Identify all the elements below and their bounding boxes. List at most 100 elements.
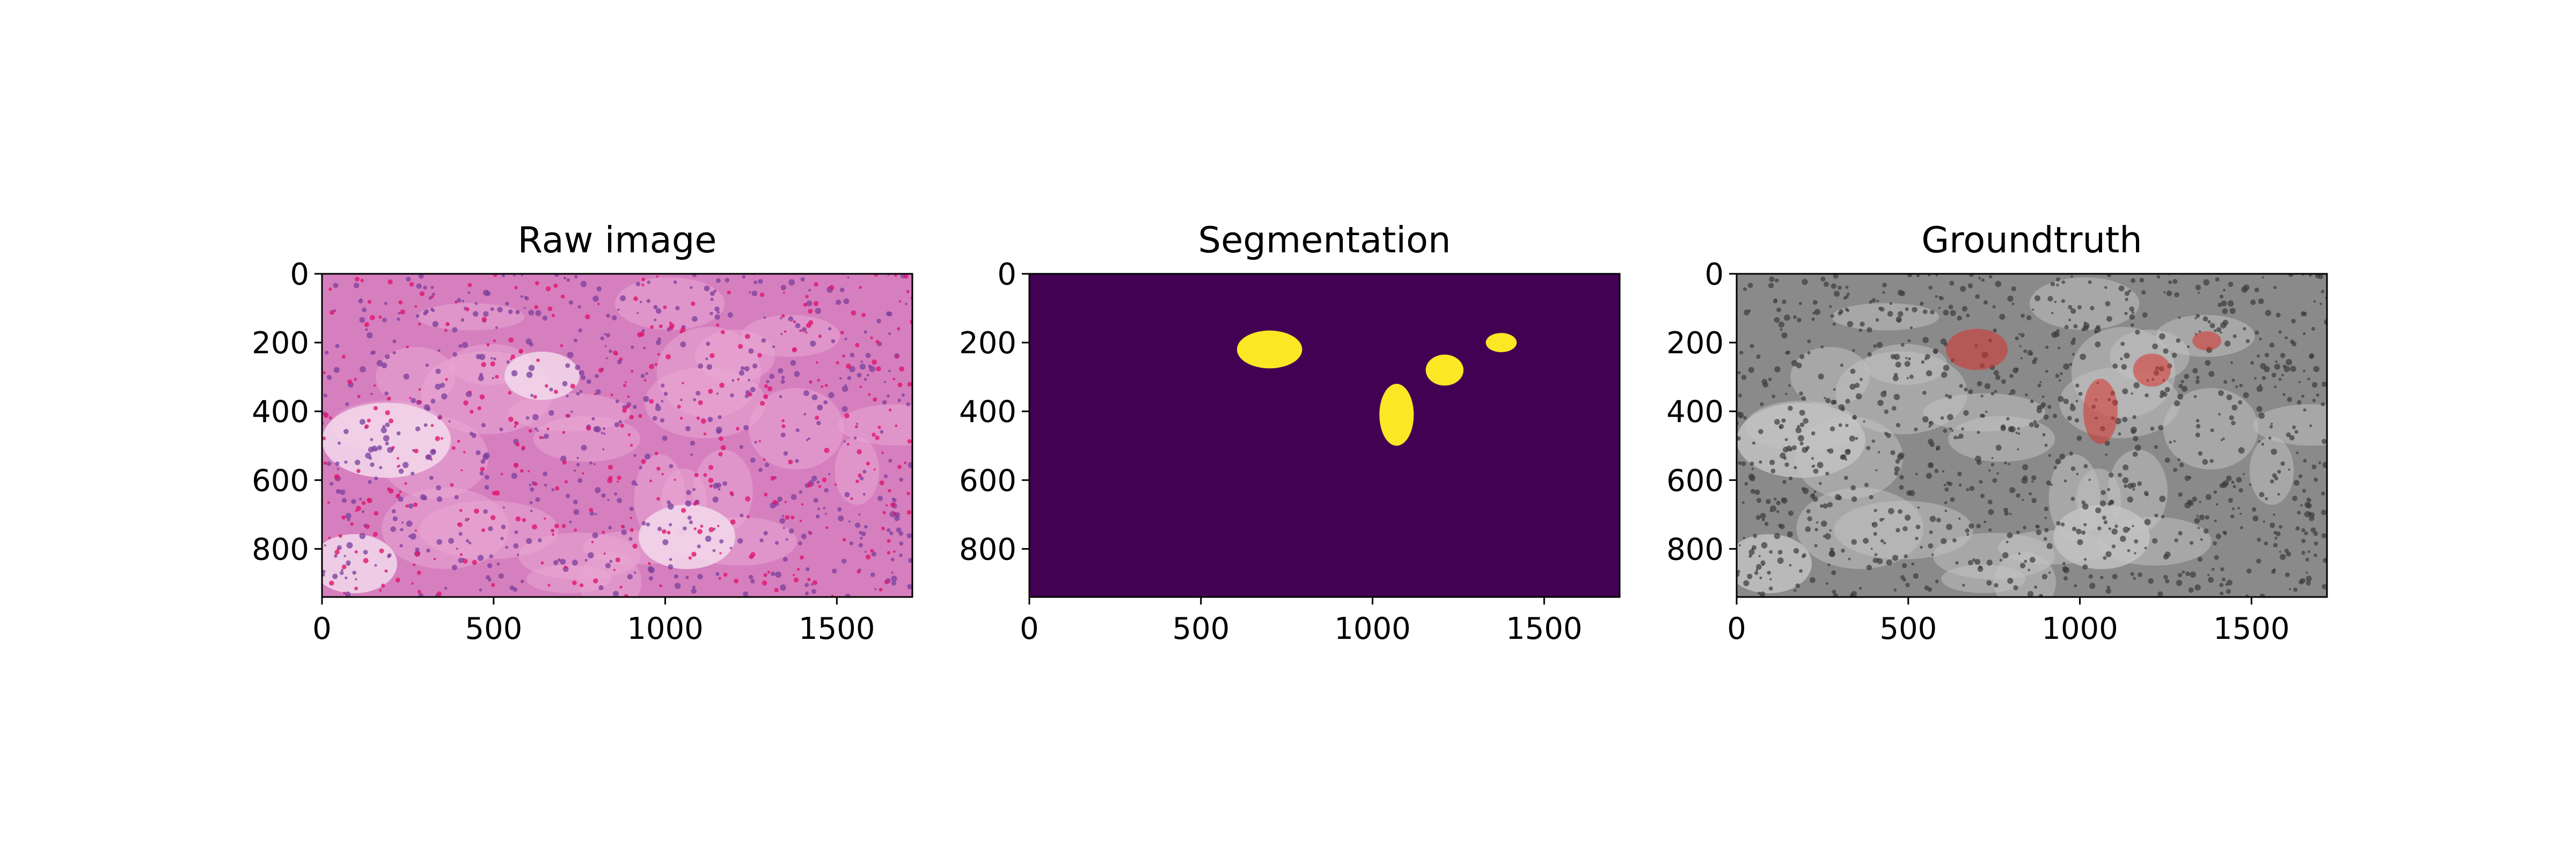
gray-cell-dot xyxy=(2298,474,2303,478)
gray-cell-dot xyxy=(2278,377,2282,381)
gray-cell-dot xyxy=(2296,400,2302,405)
rbc-dot xyxy=(870,549,874,553)
rbc-dot xyxy=(361,501,366,505)
gray-cell-dot xyxy=(1966,488,1970,492)
gray-cell-dot xyxy=(2303,369,2306,373)
gray-cell-dot xyxy=(1757,592,1760,595)
gray-cell-dot xyxy=(2133,382,2140,389)
nucleus-dot xyxy=(685,500,692,507)
rbc-dot xyxy=(809,532,813,535)
gray-cell-dot xyxy=(1789,448,1792,452)
nucleus-dot xyxy=(899,477,904,482)
nucleus-dot xyxy=(595,513,597,515)
nucleus-dot xyxy=(743,591,749,597)
gray-cell-dot xyxy=(2030,399,2034,403)
x-tick-label: 1500 xyxy=(1506,612,1583,646)
nucleus-dot xyxy=(763,531,768,536)
gray-cell-dot xyxy=(2163,554,2169,560)
gray-cell-dot xyxy=(1995,375,2001,380)
nucleus-dot xyxy=(528,309,535,316)
rbc-dot xyxy=(649,399,654,404)
rbc-dot xyxy=(589,508,594,512)
gray-cell-dot xyxy=(1743,287,1747,292)
gray-cell-dot xyxy=(1825,471,1829,476)
nucleus-dot xyxy=(606,314,610,318)
rbc-dot xyxy=(667,530,671,535)
nucleus-dot xyxy=(529,484,532,486)
nucleus-dot xyxy=(795,458,799,463)
gray-cell-dot xyxy=(2039,404,2044,409)
rbc-dot xyxy=(481,362,486,367)
gray-cell-dot xyxy=(1768,282,1774,288)
gray-cell-dot xyxy=(1797,317,1802,323)
gray-cell-dot xyxy=(2226,394,2233,401)
nucleus-dot xyxy=(365,328,368,331)
nucleus-dot xyxy=(500,536,504,541)
gray-cell-dot xyxy=(2130,323,2134,327)
rbc-dot xyxy=(508,337,514,343)
gray-cell-dot xyxy=(1784,462,1789,467)
nucleus-dot xyxy=(753,280,758,285)
gray-cell-dot xyxy=(1935,295,1938,298)
rbc-dot xyxy=(328,536,331,540)
nucleus-dot xyxy=(322,570,326,573)
gray-cell-dot xyxy=(2275,531,2281,536)
gray-cell-dot xyxy=(1976,460,1982,465)
gray-cell-dot xyxy=(2197,292,2200,294)
nucleus-dot xyxy=(853,436,857,440)
nucleus-dot xyxy=(385,422,390,427)
rbc-dot xyxy=(888,408,892,412)
gray-cell-dot xyxy=(2180,380,2184,383)
nucleus-dot xyxy=(749,291,751,294)
gray-cell-dot xyxy=(2111,528,2118,535)
gray-cell-dot xyxy=(1928,543,1934,549)
nucleus-dot xyxy=(897,398,901,402)
gray-cell-dot xyxy=(2182,385,2188,392)
gray-cell-dot xyxy=(1847,292,1850,296)
nucleus-dot xyxy=(506,360,510,364)
gray-cell-dot xyxy=(2017,448,2019,451)
gray-cell-dot xyxy=(2029,352,2033,356)
gray-cell-dot xyxy=(2257,354,2260,358)
gray-cell-dot xyxy=(2056,521,2061,526)
gray-cell-dot xyxy=(1875,318,1879,322)
gray-cell-dot xyxy=(2231,404,2238,411)
gray-cell-dot xyxy=(1915,525,1921,529)
nucleus-dot xyxy=(423,404,430,411)
x-tick-label: 1500 xyxy=(799,612,875,646)
rbc-dot xyxy=(799,329,802,332)
gray-cell-dot xyxy=(2070,308,2076,314)
nucleus-dot xyxy=(692,585,696,589)
gray-cell-dot xyxy=(2154,513,2158,518)
gray-cell-dot xyxy=(2286,432,2291,438)
nucleus-dot xyxy=(543,471,547,477)
gray-cell-dot xyxy=(1829,305,1832,308)
gray-cell-dot xyxy=(1920,301,1924,306)
nucleus-dot xyxy=(806,567,810,571)
gray-cell-dot xyxy=(1811,493,1815,497)
gray-cell-dot xyxy=(2069,451,2073,456)
nucleus-dot xyxy=(431,309,435,312)
gray-cell-dot xyxy=(2195,285,2201,290)
nucleus-dot xyxy=(828,327,832,331)
gray-cell-dot xyxy=(1774,419,1780,425)
gray-cell-dot xyxy=(1849,435,1855,442)
rbc-dot xyxy=(679,417,683,420)
nucleus-dot xyxy=(499,427,503,432)
rbc-dot xyxy=(404,482,407,485)
gray-cell-dot xyxy=(2008,426,2014,432)
gray-cell-dot xyxy=(2238,488,2243,493)
gray-cell-dot xyxy=(2055,458,2061,465)
nucleus-dot xyxy=(727,312,733,318)
nucleus-dot xyxy=(542,315,547,321)
gray-cell-dot xyxy=(2273,543,2278,548)
gray-cell-dot xyxy=(1899,475,1904,480)
nucleus-dot xyxy=(398,468,404,474)
gray-cell-dot xyxy=(2195,380,2200,384)
gray-cell-dot xyxy=(1847,321,1854,327)
y-tick-label: 400 xyxy=(1666,395,1724,430)
nucleus-dot xyxy=(390,526,396,532)
nucleus-dot xyxy=(359,317,365,323)
gray-cell-dot xyxy=(2281,374,2284,377)
gray-cell-dot xyxy=(2029,492,2032,496)
